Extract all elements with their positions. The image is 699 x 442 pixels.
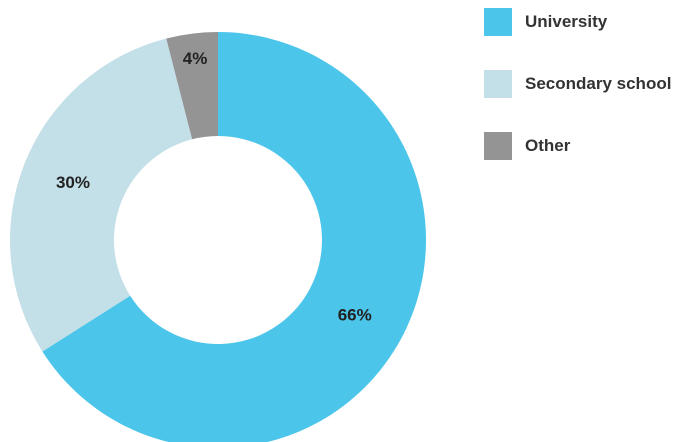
legend-item-other: Other [484,132,696,160]
chart-legend: University Secondary school Other [484,8,696,194]
slice-label-university: 66% [338,306,372,325]
legend-item-secondary-school: Secondary school [484,70,696,98]
slice-label-secondary-school: 30% [56,173,90,192]
slice-labels: 66% 30% 4% [56,49,372,325]
legend-item-university: University [484,8,696,36]
legend-swatch-university [484,8,512,36]
slice-label-other: 4% [183,49,208,68]
legend-label-other: Other [525,136,571,155]
slice-university [42,32,426,442]
legend-swatch-secondary-school [484,70,512,98]
slice-secondary-school [9,38,193,352]
slice-other [166,32,218,140]
legend-swatch-other [484,132,512,160]
donut-slices [9,32,426,442]
legend-label-university: University [525,12,608,31]
legend-label-secondary-school: Secondary school [525,74,672,93]
